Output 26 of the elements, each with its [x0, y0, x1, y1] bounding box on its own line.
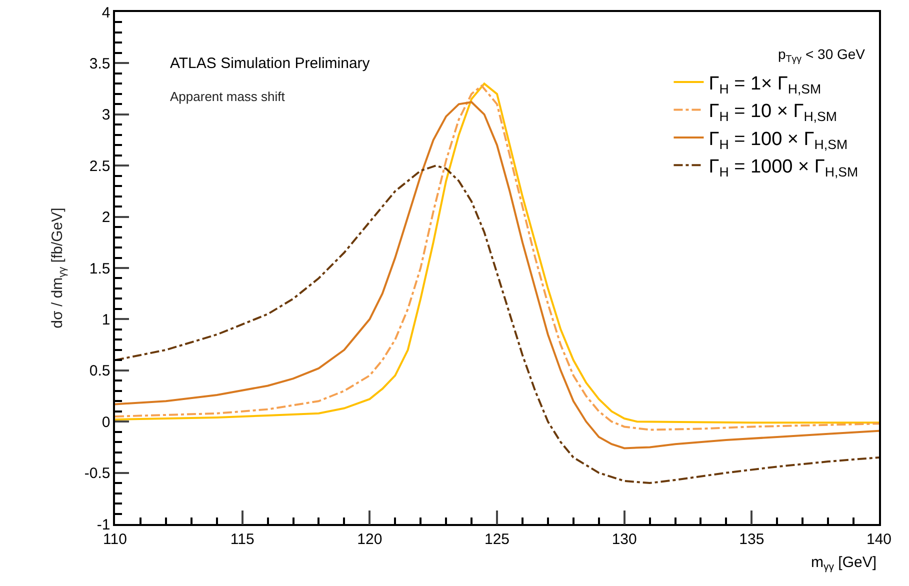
x-tick-label: 120 — [357, 530, 382, 548]
annotation: Apparent mass shift — [170, 89, 286, 104]
y-tick-label: 0.5 — [89, 362, 110, 380]
y-tick-label: 3.5 — [89, 55, 110, 72]
y-tick-label: 1 — [102, 311, 110, 328]
y-tick-label: 0 — [102, 414, 110, 431]
legend-label: Γ$_{H}$ = 1× Γ$_{H,SM}$ — [708, 73, 822, 96]
x-axis-title: m$_{γγ}$ [GeV] — [811, 554, 877, 574]
legend-label: Γ$_{H}$ = 10 × Γ$_{H,SM}$ — [708, 101, 837, 124]
legend-label: Γ$_{H}$ = 1000 × Γ$_{H,SM}$ — [708, 156, 858, 180]
annotation: ATLAS Simulation Preliminary — [170, 55, 370, 72]
y-tick-label: -0.5 — [84, 465, 110, 482]
y-tick-label: 2.5 — [89, 158, 110, 175]
x-tick-label: 115 — [230, 530, 254, 548]
y-tick-label: 4 — [102, 4, 110, 22]
y-tick-label: 1.5 — [89, 260, 110, 278]
y-tick-label: -1 — [96, 516, 110, 534]
annotation: p$_{Tγγ}$ < 30 GeV — [778, 46, 866, 65]
legend-label: Γ$_{H}$ = 100 × Γ$_{H,SM}$ — [708, 128, 848, 152]
x-tick-label: 110 — [103, 530, 127, 548]
y-tick-label: 3 — [102, 106, 110, 124]
x-tick-label: 135 — [739, 530, 764, 548]
x-tick-label: 130 — [612, 530, 637, 548]
y-tick-label: 2 — [102, 209, 110, 226]
x-tick-label: 125 — [484, 530, 510, 548]
x-tick-label: 140 — [866, 530, 892, 548]
